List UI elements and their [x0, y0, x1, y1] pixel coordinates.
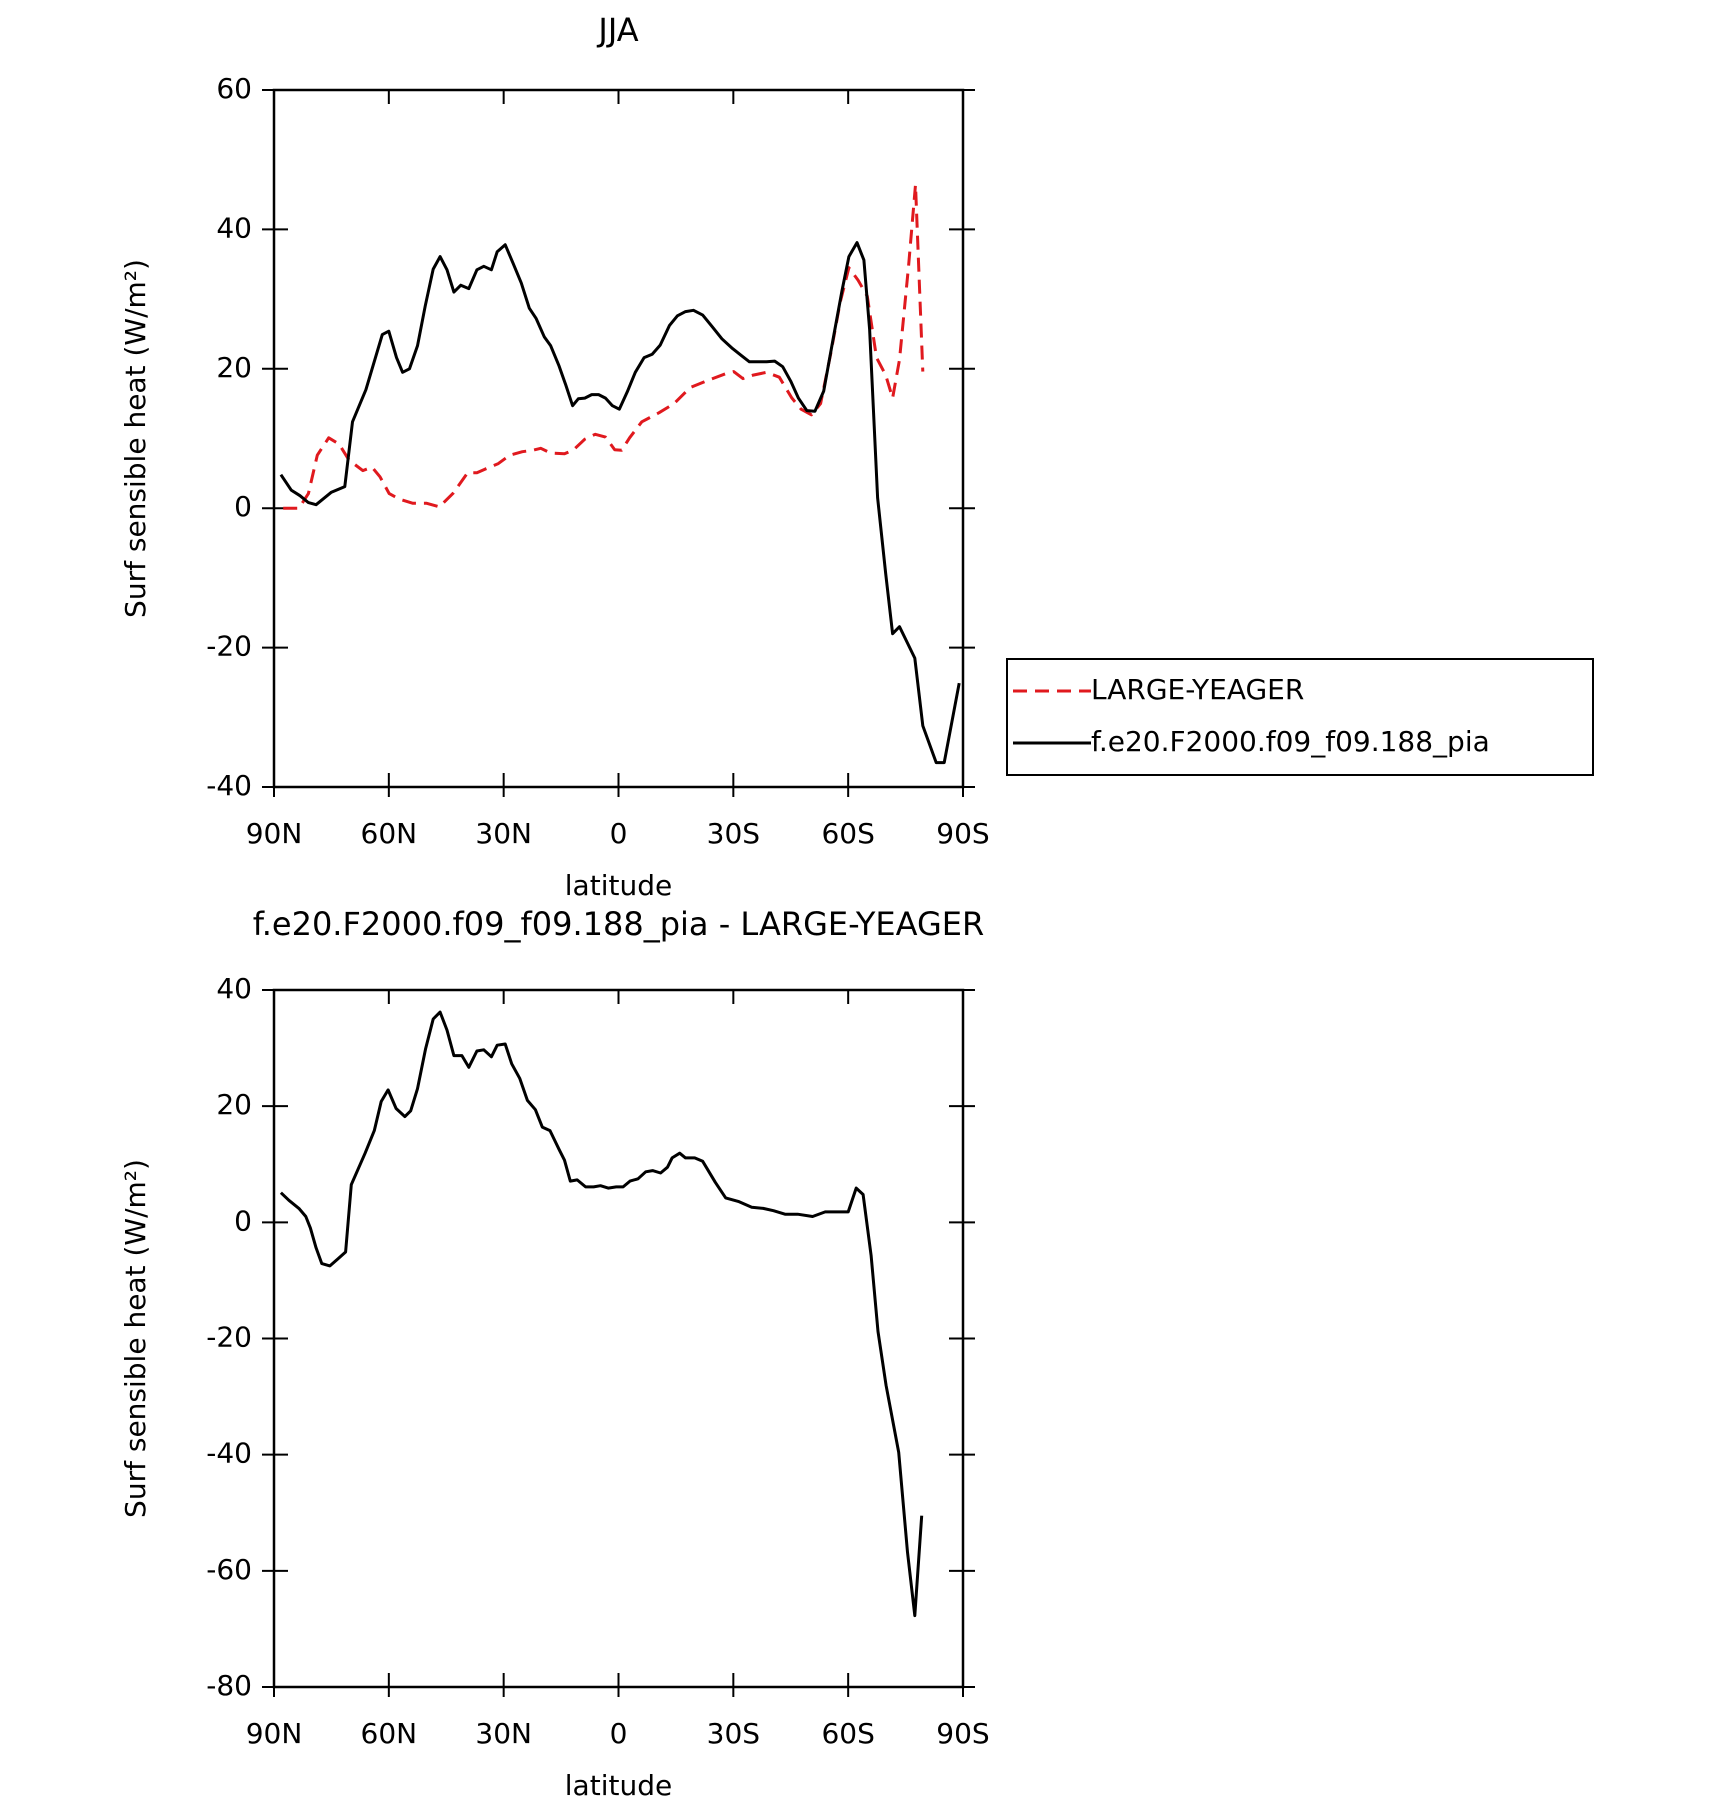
- x-tick-label: 0: [610, 817, 628, 850]
- y-tick-label: 40: [216, 972, 252, 1005]
- x-tick-label: 30S: [707, 1717, 760, 1750]
- x-axis-label: latitude: [565, 1769, 672, 1800]
- y-tick-label: -60: [206, 1553, 252, 1586]
- x-tick-label: 0: [610, 1717, 628, 1750]
- x-tick-label: 60S: [821, 1717, 874, 1750]
- x-tick-label: 30N: [475, 817, 532, 850]
- y-tick-label: 0: [234, 490, 252, 523]
- x-tick-label: 90N: [246, 1717, 303, 1750]
- plot-frame: [272, 988, 965, 1689]
- y-tick-label: 20: [216, 351, 252, 384]
- data-line: [279, 241, 961, 765]
- legend-label: LARGE-YEAGER: [1091, 673, 1304, 706]
- y-tick-label: -20: [206, 630, 252, 663]
- plot-frame: [272, 88, 965, 789]
- x-axis-label: latitude: [565, 869, 672, 902]
- x-tick-label: 90S: [936, 1717, 989, 1750]
- y-tick-label: -40: [206, 1437, 252, 1470]
- y-tick-label: 0: [234, 1204, 252, 1237]
- x-tick-label: 60N: [361, 817, 418, 850]
- x-tick-label: 30N: [475, 1717, 532, 1750]
- x-tick-label: 60N: [361, 1717, 418, 1750]
- chart-title: JJA: [596, 11, 638, 49]
- y-tick-label: 40: [216, 211, 252, 244]
- x-tick-label: 30S: [707, 817, 760, 850]
- x-tick-label: 90N: [246, 817, 303, 850]
- data-line: [279, 1010, 924, 1618]
- y-tick-label: 20: [216, 1088, 252, 1121]
- y-tick-label: -40: [206, 769, 252, 802]
- y-tick-label: -80: [206, 1669, 252, 1702]
- y-axis-label: Surf sensible heat (W/m²): [119, 1159, 152, 1518]
- legend-label: f.e20.F2000.f09_f09.188_pia: [1091, 725, 1490, 758]
- legend-box: [1006, 658, 1594, 776]
- y-tick-label: 60: [216, 72, 252, 105]
- y-axis-label: Surf sensible heat (W/m²): [119, 259, 152, 618]
- x-tick-label: 90S: [936, 817, 989, 850]
- x-tick-label: 60S: [821, 817, 874, 850]
- chart-title: f.e20.F2000.f09_f09.188_pia - LARGE-YEAG…: [253, 905, 984, 943]
- y-tick-label: -20: [206, 1321, 252, 1354]
